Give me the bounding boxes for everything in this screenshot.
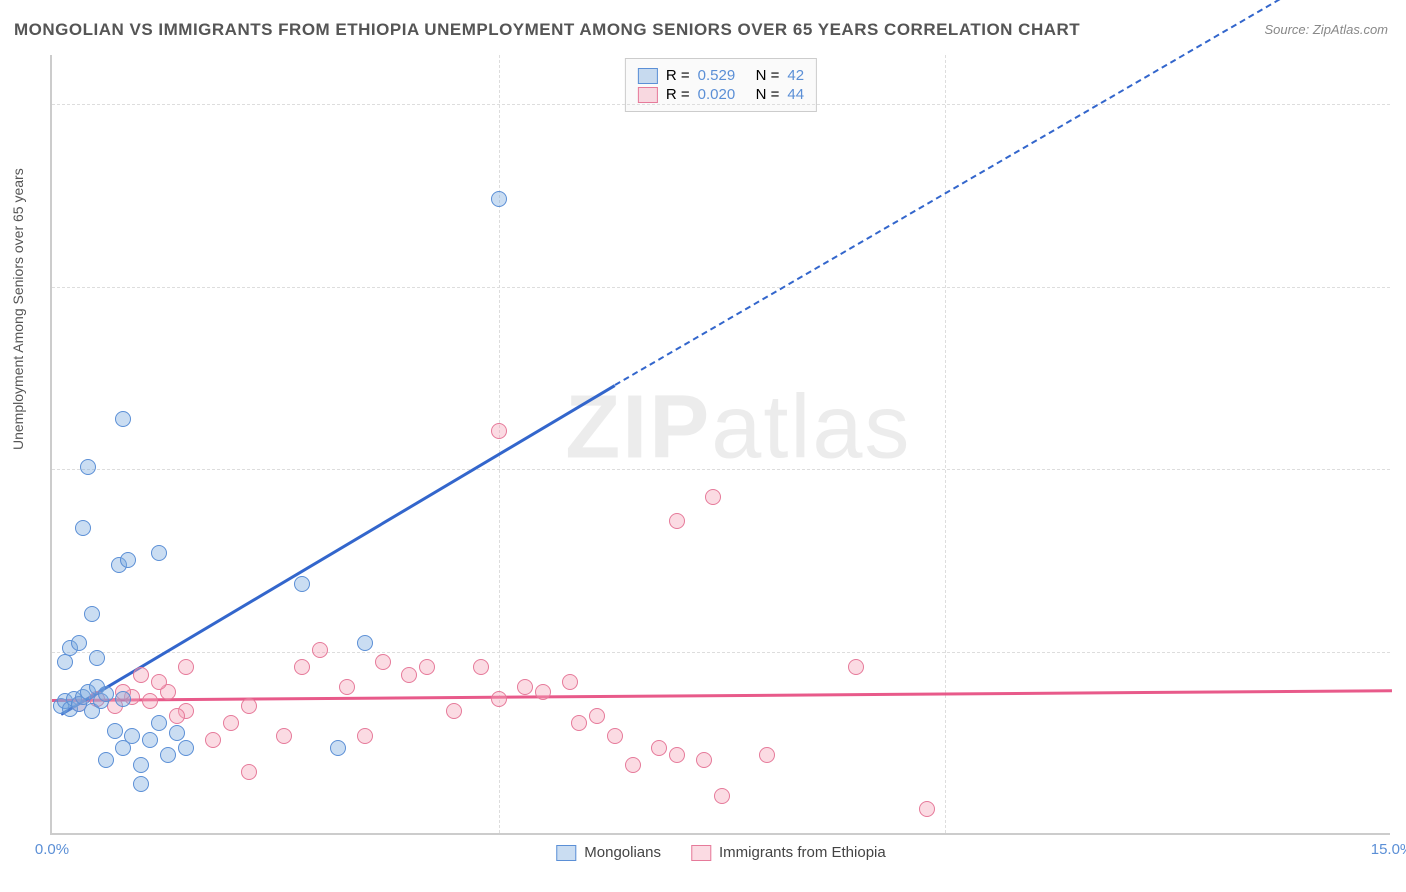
data-point [714,788,730,804]
source-label: Source: ZipAtlas.com [1264,22,1388,37]
data-point [169,725,185,741]
data-point [276,728,292,744]
data-point [517,679,533,695]
legend-row-a: R = 0.529 N = 42 [638,67,804,84]
data-point [89,650,105,666]
data-point [107,723,123,739]
data-point [241,764,257,780]
grid-line-v [945,55,946,833]
swatch-pink [638,87,658,103]
y-axis-label: Unemployment Among Seniors over 65 years [10,168,26,450]
data-point [401,667,417,683]
grid-line-h [52,287,1390,288]
grid-line-v [499,55,500,833]
y-tick-label: 22.5% [1395,278,1406,295]
n-label: N = [756,86,780,103]
y-tick-label: 30.0% [1395,95,1406,112]
y-tick-label: 7.5% [1395,644,1406,661]
data-point [848,659,864,675]
data-point [294,659,310,675]
data-point [607,728,623,744]
grid-line-h [52,652,1390,653]
data-point [75,520,91,536]
data-point [330,740,346,756]
data-point [705,489,721,505]
legend-item-b: Immigrants from Ethiopia [691,844,886,861]
data-point [133,757,149,773]
data-point [151,545,167,561]
data-point [339,679,355,695]
n-value-a: 42 [787,67,804,84]
data-point [446,703,462,719]
data-point [84,606,100,622]
r-value-b: 0.020 [698,86,748,103]
r-value-a: 0.529 [698,67,748,84]
data-point [133,667,149,683]
data-point [71,635,87,651]
data-point [625,757,641,773]
data-point [169,708,185,724]
data-point [98,752,114,768]
data-point [80,459,96,475]
legend-label-b: Immigrants from Ethiopia [719,844,886,861]
data-point [473,659,489,675]
data-point [178,740,194,756]
data-point [160,747,176,763]
data-point [651,740,667,756]
chart-title: MONGOLIAN VS IMMIGRANTS FROM ETHIOPIA UN… [14,20,1080,40]
data-point [696,752,712,768]
x-tick-label: 15.0% [1371,841,1406,858]
data-point [142,693,158,709]
data-point [115,411,131,427]
grid-line-h [52,104,1390,105]
data-point [491,191,507,207]
data-point [571,715,587,731]
data-point [57,654,73,670]
r-label: R = [666,86,690,103]
data-point [241,698,257,714]
data-point [491,423,507,439]
data-point [562,674,578,690]
data-point [294,576,310,592]
data-point [357,728,373,744]
data-point [151,674,167,690]
data-point [419,659,435,675]
swatch-blue [638,68,658,84]
data-point [98,686,114,702]
legend-row-b: R = 0.020 N = 44 [638,86,804,103]
data-point [669,747,685,763]
data-point [124,728,140,744]
series-legend: Mongolians Immigrants from Ethiopia [556,844,885,861]
data-point [205,732,221,748]
data-point [669,513,685,529]
data-point [375,654,391,670]
data-point [133,776,149,792]
data-point [178,659,194,675]
data-point [151,715,167,731]
data-point [759,747,775,763]
data-point [223,715,239,731]
watermark: ZIPatlas [565,377,911,480]
n-value-b: 44 [787,86,804,103]
data-point [120,552,136,568]
data-point [919,801,935,817]
y-tick-label: 15.0% [1395,461,1406,478]
grid-line-h [52,469,1390,470]
data-point [312,642,328,658]
trend-line [60,384,615,715]
legend-label-a: Mongolians [584,844,661,861]
data-point [491,691,507,707]
data-point [115,691,131,707]
swatch-blue-icon [556,845,576,861]
data-point [357,635,373,651]
n-label: N = [756,67,780,84]
legend-item-a: Mongolians [556,844,661,861]
data-point [142,732,158,748]
data-point [535,684,551,700]
plot-area: ZIPatlas R = 0.529 N = 42 R = 0.020 N = … [50,55,1390,835]
x-tick-label: 0.0% [35,841,69,858]
r-label: R = [666,67,690,84]
data-point [589,708,605,724]
swatch-pink-icon [691,845,711,861]
